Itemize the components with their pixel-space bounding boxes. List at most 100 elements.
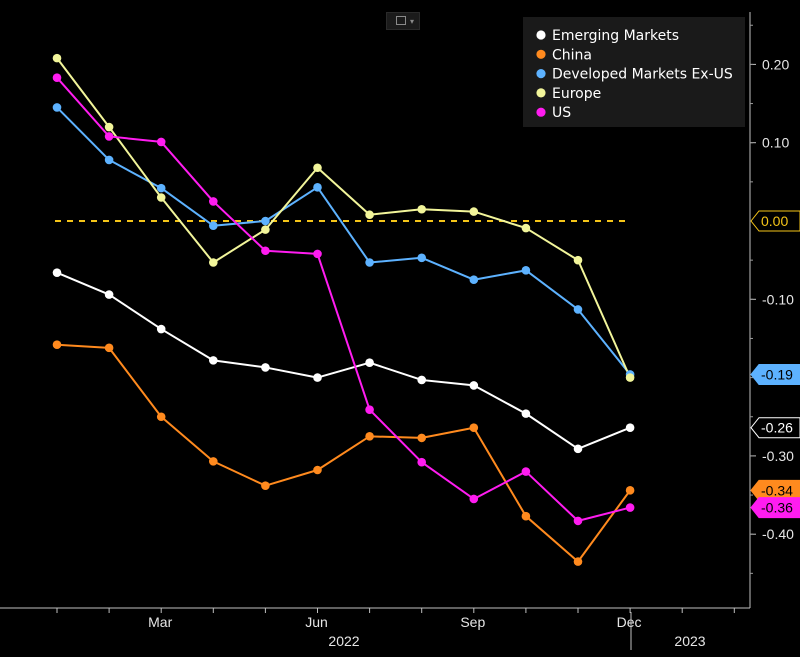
series-lines bbox=[56, 57, 632, 563]
data-point-emerging-markets bbox=[521, 409, 531, 418]
legend-label-us: US bbox=[552, 105, 571, 121]
data-point-europe bbox=[417, 204, 427, 214]
data-point-china bbox=[365, 432, 374, 441]
y-tick-label: -0.10 bbox=[762, 291, 794, 307]
data-point-europe bbox=[104, 122, 114, 132]
last-value-badges: 0.00 -0.26 -0.34 -0.19 -0.36 bbox=[750, 210, 800, 519]
value-badge-label: -0.19 bbox=[761, 366, 793, 382]
data-point-europe bbox=[313, 163, 322, 173]
x-tick-label: Mar bbox=[148, 614, 172, 630]
series-line-china bbox=[56, 343, 631, 563]
legend-swatch bbox=[536, 69, 546, 79]
x-tick-label: Dec bbox=[617, 614, 642, 630]
legend-swatch bbox=[536, 49, 546, 59]
data-point-developed-markets-ex-us bbox=[261, 216, 270, 226]
legend: Emerging Markets China Developed Markets E… bbox=[523, 17, 745, 127]
data-point-developed-markets-ex-us bbox=[156, 183, 166, 193]
value-badge bbox=[750, 497, 800, 519]
data-point-developed-markets-ex-us bbox=[52, 103, 62, 112]
data-point-china bbox=[156, 412, 166, 422]
data-point-us bbox=[469, 494, 479, 504]
data-point-china bbox=[521, 511, 531, 521]
data-point-us bbox=[104, 132, 114, 141]
data-point-emerging-markets bbox=[573, 444, 583, 454]
data-point-us bbox=[156, 137, 166, 147]
data-point-emerging-markets bbox=[313, 373, 322, 382]
value-badge-label: -0.26 bbox=[761, 420, 793, 436]
data-point-europe bbox=[261, 225, 270, 234]
data-point-us bbox=[313, 249, 322, 259]
data-point-developed-markets-ex-us bbox=[365, 258, 374, 267]
legend-label-emerging-markets: Emerging Markets bbox=[552, 28, 679, 44]
data-point-europe bbox=[521, 223, 531, 233]
data-point-emerging-markets bbox=[625, 423, 635, 433]
data-point-china bbox=[261, 481, 270, 490]
data-point-europe bbox=[573, 255, 583, 265]
legend-box bbox=[523, 17, 745, 127]
data-point-china bbox=[625, 486, 635, 495]
value-badge-label: -0.36 bbox=[761, 500, 793, 516]
data-point-europe bbox=[469, 207, 479, 216]
x-tick-label: Sep bbox=[460, 614, 485, 630]
series-line-us bbox=[56, 77, 631, 522]
data-point-us bbox=[365, 405, 374, 415]
x-tick-label: Jun bbox=[305, 614, 328, 630]
data-point-emerging-markets bbox=[365, 358, 374, 368]
y-tick-label: -0.30 bbox=[762, 448, 794, 464]
data-point-developed-markets-ex-us bbox=[209, 221, 218, 230]
data-point-emerging-markets bbox=[52, 268, 62, 277]
data-point-europe bbox=[365, 210, 374, 220]
y-tick-label: -0.40 bbox=[762, 526, 794, 542]
data-point-emerging-markets bbox=[261, 363, 270, 372]
data-point-emerging-markets bbox=[209, 356, 218, 365]
axes: 0.20 0.10 -0.10 -0.30 -0.40 Mar Jun Sep Dec 2022 2… bbox=[0, 12, 794, 650]
data-point-us bbox=[625, 503, 635, 512]
data-point-us bbox=[52, 73, 62, 83]
value-badge bbox=[750, 210, 800, 232]
data-point-china bbox=[52, 340, 62, 350]
data-point-emerging-markets bbox=[469, 381, 479, 390]
y-tick-label: 0.10 bbox=[762, 135, 789, 151]
x-year-label: 2022 bbox=[328, 633, 359, 649]
data-point-us bbox=[261, 246, 270, 256]
x-year-label: 2023 bbox=[674, 633, 705, 649]
chart-type-menu-icon[interactable]: ▾ bbox=[386, 12, 420, 30]
legend-swatch bbox=[536, 107, 546, 117]
value-badge-label: 0.00 bbox=[761, 213, 788, 229]
data-point-china bbox=[313, 465, 322, 475]
data-point-developed-markets-ex-us bbox=[573, 305, 583, 314]
series-line-developed-markets-ex-us bbox=[56, 106, 631, 376]
data-point-china bbox=[209, 457, 218, 466]
data-point-china bbox=[417, 433, 427, 443]
value-badge bbox=[750, 417, 800, 439]
data-point-developed-markets-ex-us bbox=[521, 266, 531, 275]
value-badge bbox=[750, 363, 800, 385]
data-point-emerging-markets bbox=[104, 290, 114, 299]
series-points bbox=[52, 53, 635, 566]
legend-swatch bbox=[536, 30, 546, 40]
data-point-emerging-markets bbox=[156, 324, 166, 334]
data-point-europe bbox=[156, 193, 166, 202]
legend-label-developed-markets-ex-us: Developed Markets Ex-US bbox=[552, 67, 733, 83]
data-point-china bbox=[469, 423, 479, 433]
y-tick-label: 0.20 bbox=[762, 56, 789, 72]
data-point-developed-markets-ex-us bbox=[469, 275, 479, 285]
data-point-us bbox=[521, 467, 531, 476]
series-line-europe bbox=[56, 57, 632, 379]
data-point-emerging-markets bbox=[417, 375, 427, 385]
value-badge-label: -0.34 bbox=[761, 482, 793, 498]
legend-label-europe: Europe bbox=[552, 86, 601, 102]
data-point-us bbox=[209, 197, 218, 206]
series-line-emerging-markets bbox=[56, 271, 631, 450]
data-point-us bbox=[573, 516, 583, 526]
data-point-europe bbox=[52, 53, 62, 63]
data-point-europe bbox=[209, 258, 218, 267]
data-point-china bbox=[573, 557, 583, 566]
data-point-developed-markets-ex-us bbox=[417, 253, 427, 263]
data-point-europe bbox=[625, 373, 635, 382]
data-point-developed-markets-ex-us bbox=[313, 183, 322, 192]
data-point-us bbox=[417, 457, 427, 467]
legend-swatch bbox=[536, 88, 546, 98]
data-point-developed-markets-ex-us bbox=[104, 155, 114, 165]
